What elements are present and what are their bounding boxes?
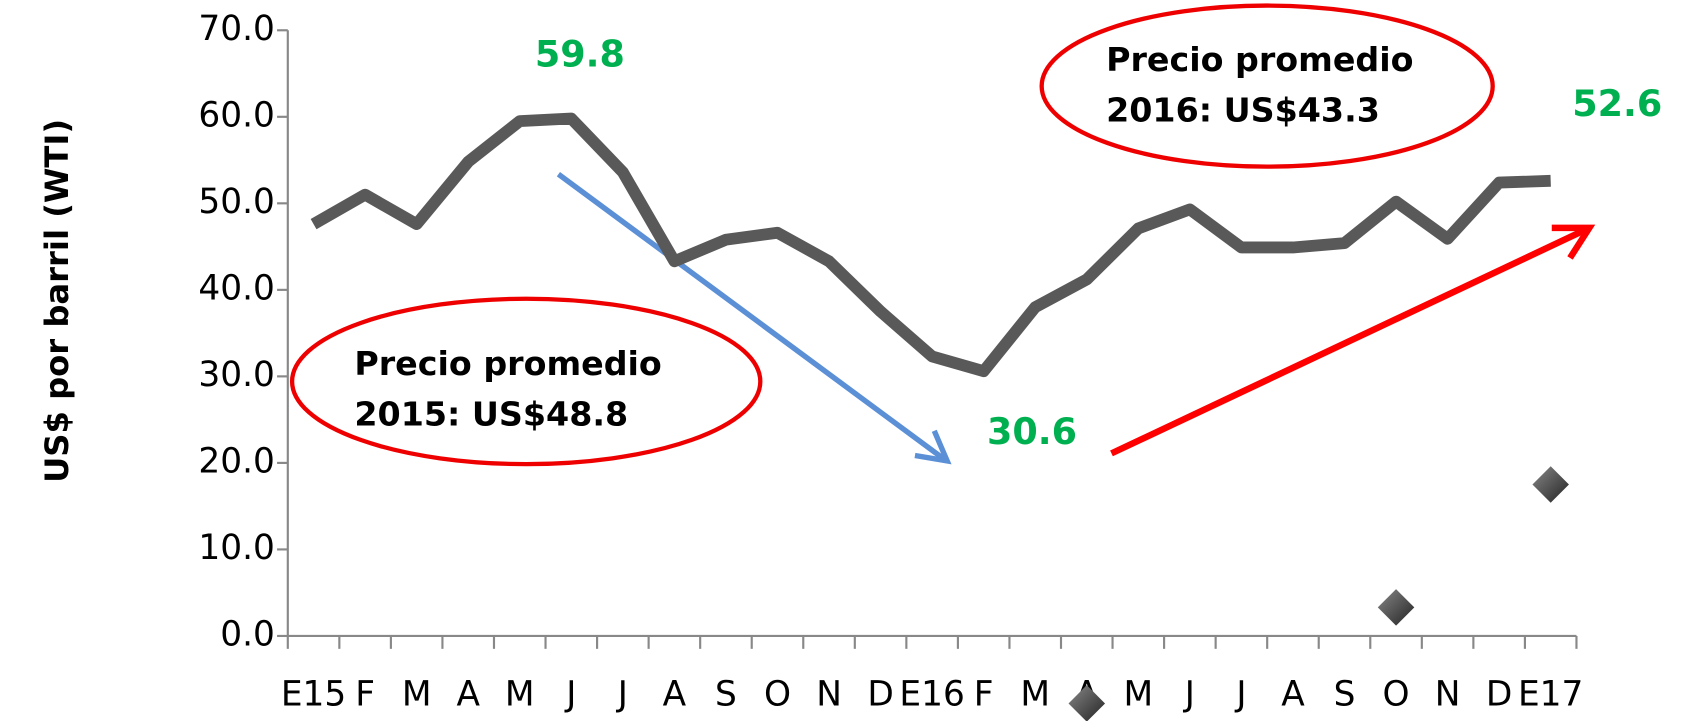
data-label: 52.6 [1572,82,1662,125]
data-label: 59.8 [535,33,625,76]
y-tick-label: 30.0 [198,355,275,395]
x-tick-label: S [715,675,737,715]
x-tick-label: J [616,675,628,715]
x-tick-label: E16 [899,675,964,715]
annotation: Precio promedio [354,344,661,383]
arrow-head [914,429,952,465]
x-tick-label: M [1123,675,1153,715]
x-tick-label: F [355,675,375,715]
arrow [1110,226,1589,457]
x-tick-label: S [1334,675,1356,715]
x-tick-label: D [1486,675,1512,715]
marker [1377,589,1415,626]
x-tick-label: M [402,675,432,715]
marker [1532,466,1569,503]
x-tick-label: E17 [1518,675,1583,715]
x-tick-label: D [867,675,893,715]
y-tick-label: 70.0 [198,9,275,49]
data-label: 30.6 [987,410,1077,453]
y-tick-label: 0.0 [220,614,275,654]
y-tick-label: 40.0 [198,268,275,308]
annotation: 2016: US$43.3 [1106,90,1380,129]
x-tick-label: J [1234,675,1246,715]
y-axis-label: US$ por barril (WTI) [38,119,76,483]
x-tick-label: M [1020,675,1050,715]
x-tick-label: E15 [281,675,346,715]
x-tick-label: F [974,675,994,715]
x-tick-label: O [1383,675,1410,715]
y-tick-label: 20.0 [198,441,275,481]
annotation: 2015: US$48.8 [354,394,628,433]
y-tick-label: 10.0 [198,528,275,568]
x-tick-label: O [764,675,791,715]
x-tick-label: J [564,675,576,715]
x-tick-label: A [456,675,480,715]
oval [1039,3,1495,169]
annotation: Precio promedio [1106,40,1413,79]
x-tick-label: A [663,675,687,715]
y-tick-label: 60.0 [198,95,275,135]
oval [289,296,763,467]
x-tick-label: J [1183,675,1195,715]
x-tick-label: M [505,675,535,715]
x-tick-label: A [1281,675,1305,715]
y-tick-label: 50.0 [198,182,275,222]
arrow-head [1551,224,1596,260]
x-tick-label: N [816,675,842,715]
line [310,112,1551,378]
arrow [556,172,947,462]
x-tick-label: N [1435,675,1461,715]
marker [1068,685,1106,721]
